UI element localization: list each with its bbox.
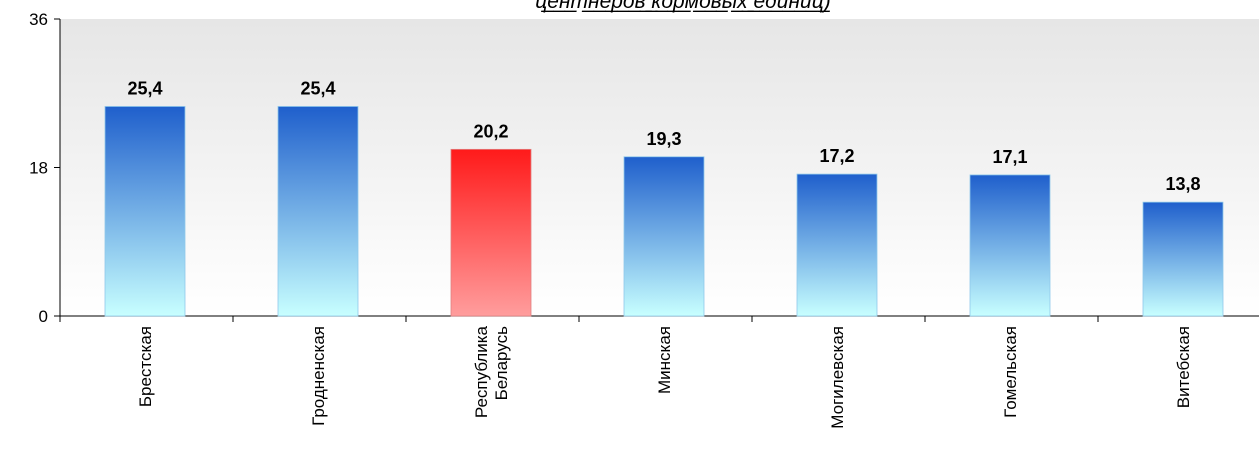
data-label: 17,1	[992, 147, 1027, 167]
x-tick-label-line: Могилевская	[828, 326, 847, 429]
chart-title: ц̲е̲н̲т̲н̲е̲р̲о̲в̲ ̲к̲о̲р̲м̲о̲в̲ы̲х̲ ̲е̲…	[535, 0, 830, 13]
x-tick-label-line: Беларусь	[492, 326, 511, 400]
x-tick-label: Могилевская	[828, 326, 847, 429]
y-tick-label: 18	[29, 159, 48, 178]
x-tick-label-line: Витебская	[1174, 326, 1193, 408]
x-tick-label-line: Гродненская	[309, 326, 328, 426]
bar	[623, 156, 705, 317]
x-tick-label: Республика Беларусь	[472, 325, 511, 418]
data-label: 17,2	[819, 146, 854, 166]
y-tick-label: 0	[39, 307, 48, 326]
bar	[450, 148, 532, 317]
y-tick-label: 36	[29, 10, 48, 29]
x-tick-label-line: Республика	[472, 325, 491, 418]
bar	[277, 106, 359, 317]
x-tick-label-line: Брестская	[136, 326, 155, 407]
data-label: 20,2	[473, 121, 508, 141]
data-label: 25,4	[127, 78, 162, 98]
data-label: 25,4	[300, 78, 335, 98]
data-label: 13,8	[1165, 174, 1200, 194]
x-tick-label: Брестская	[136, 326, 155, 407]
x-tick-label: Витебская	[1174, 326, 1193, 408]
bar	[969, 174, 1051, 317]
x-tick-label: Минская	[655, 326, 674, 394]
bar	[104, 106, 186, 317]
bar	[796, 173, 878, 317]
data-label: 19,3	[646, 129, 681, 149]
x-tick-label: Гомельская	[1001, 326, 1020, 418]
bar	[1142, 201, 1224, 317]
x-tick-label: Гродненская	[309, 326, 328, 426]
x-tick-label-line: Минская	[655, 326, 674, 394]
x-tick-label-line: Гомельская	[1001, 326, 1020, 418]
